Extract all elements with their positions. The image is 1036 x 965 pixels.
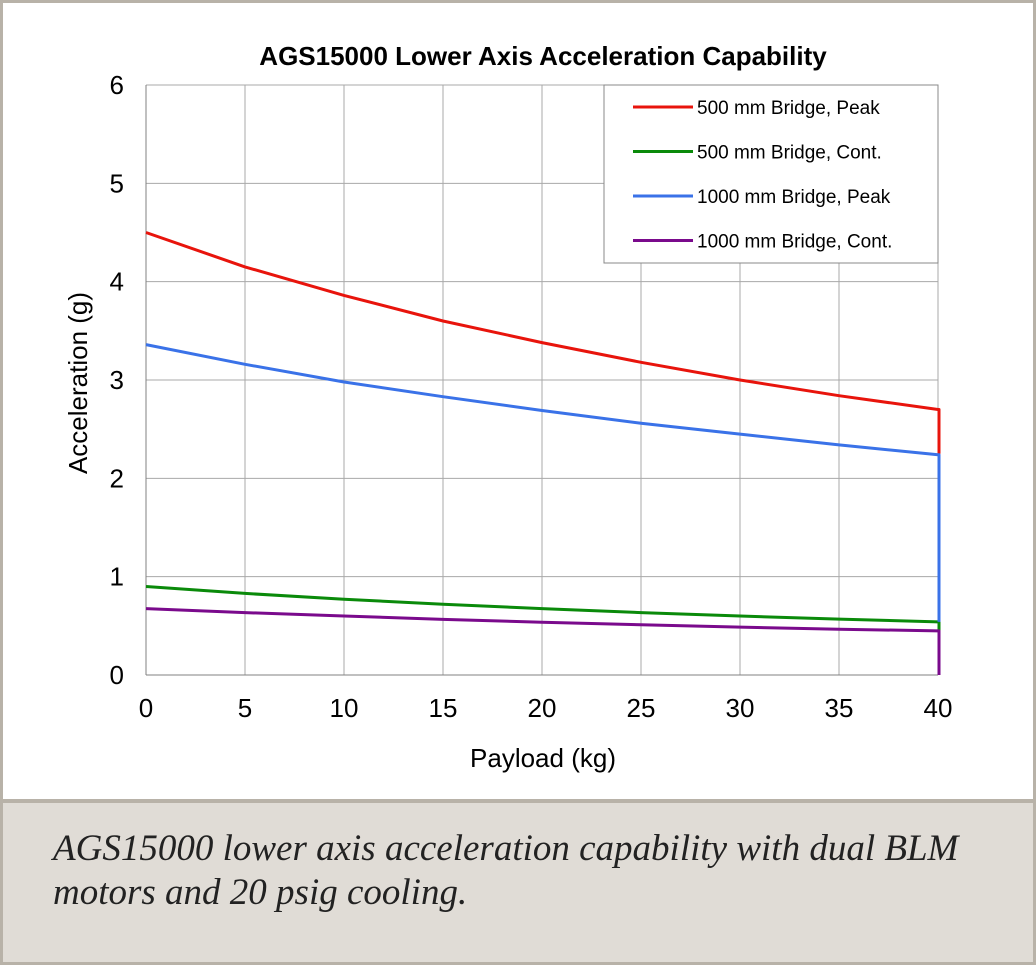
legend-label-4: 1000 mm Bridge, Cont.: [697, 232, 892, 253]
series-lines: [145, 231, 941, 675]
x-tick-label: 25: [627, 693, 656, 723]
axes: [145, 85, 938, 676]
y-tick-label: 2: [110, 463, 124, 493]
caption-panel: AGS15000 lower axis acceleration capabil…: [3, 799, 1033, 962]
series-line-4: [145, 607, 941, 675]
x-tick-label: 10: [330, 693, 359, 723]
series-line-3: [145, 343, 941, 622]
x-tick-label: 5: [238, 693, 252, 723]
y-tick-label: 5: [110, 168, 124, 198]
figure-caption: AGS15000 lower axis acceleration capabil…: [53, 828, 959, 913]
legend-label-3: 1000 mm Bridge, Peak: [697, 187, 891, 208]
x-tick-label: 40: [924, 693, 953, 723]
x-tick-label: 30: [726, 693, 755, 723]
chart-area: AGS15000 Lower Axis Acceleration Capabil…: [3, 3, 1033, 799]
y-tick-labels: 0 1 2 3 4 5 6: [110, 70, 124, 690]
y-tick-label: 4: [110, 267, 124, 297]
x-tick-labels: 0 5 10 15 20 25 30 35 40: [139, 693, 953, 723]
y-tick-label: 3: [110, 365, 124, 395]
y-tick-label: 6: [110, 70, 124, 100]
x-tick-label: 15: [429, 693, 458, 723]
x-tick-label: 35: [825, 693, 854, 723]
legend: 500 mm Bridge, Peak 500 mm Bridge, Cont. 1…: [603, 84, 939, 264]
x-tick-label: 0: [139, 693, 153, 723]
x-tick-label: 20: [528, 693, 557, 723]
acceleration-chart: AGS15000 Lower Axis Acceleration Capabil…: [63, 41, 953, 773]
y-tick-label: 0: [110, 660, 124, 690]
y-axis-label: Acceleration (g): [63, 292, 93, 474]
series-line-1: [145, 231, 941, 454]
x-axis-label: Payload (kg): [470, 743, 616, 773]
legend-box: [603, 84, 939, 264]
legend-label-1: 500 mm Bridge, Peak: [697, 98, 880, 119]
y-tick-label: 1: [110, 562, 124, 592]
chart-title: AGS15000 Lower Axis Acceleration Capabil…: [259, 41, 827, 71]
legend-label-2: 500 mm Bridge, Cont.: [697, 143, 882, 164]
